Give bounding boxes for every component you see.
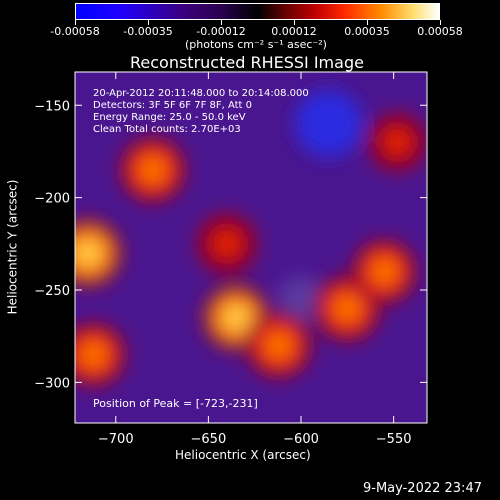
y-tick-label: −200 [34, 192, 70, 207]
cold-spot [278, 276, 324, 322]
hot-spot [81, 342, 106, 367]
chart-title: Reconstructed RHESSI Image [130, 53, 364, 72]
x-tick-label: −600 [283, 432, 319, 447]
colorbar-tick-mark [440, 20, 441, 25]
colorbar-tick-mark [221, 20, 222, 25]
colorbar-tick-mark [148, 20, 149, 25]
annotation-detectors: Detectors: 3F 5F 6F 7F 8F, Att 0 [93, 100, 253, 111]
colorbar-tick-label: -0.00012 [196, 25, 246, 38]
x-axis-label: Heliocentric X (arcsec) [175, 448, 311, 462]
hot-spot [386, 131, 409, 153]
plot-frame [74, 71, 428, 424]
cold-spot [295, 90, 363, 158]
hot-spot [372, 259, 397, 284]
hot-spot [140, 157, 165, 182]
annotation-total-counts: Clean Total counts: 2.70E+03 [93, 124, 241, 135]
colorbar-tick-label: -0.00035 [123, 25, 173, 38]
x-tick-label: −650 [191, 432, 227, 447]
timestamp: 9-May-2022 23:47 [363, 481, 482, 496]
hot-spot [223, 305, 249, 330]
colorbar-tick-label: 0.00035 [344, 25, 390, 38]
x-tick-label: −550 [376, 432, 412, 447]
hot-spot [335, 296, 360, 321]
colorbar-tick-label: -0.00058 [50, 25, 100, 38]
annotation-time-range: 20-Apr-2012 20:11:48.000 to 20:14:08.000 [93, 88, 309, 99]
colorbar-tick-label: 0.00012 [271, 25, 317, 38]
y-tick-label: −300 [34, 376, 70, 391]
peak-position-label: Position of Peak = [-723,-231] [93, 397, 258, 410]
hot-spot [215, 232, 238, 255]
hot-spot [266, 333, 291, 358]
hot-spot [75, 240, 101, 266]
colorbar-tick-label: 0.00058 [417, 25, 463, 38]
colorbar-tick-mark [367, 20, 368, 25]
y-axis-label: Heliocentric Y (arcsec) [5, 179, 20, 315]
y-tick-label: −250 [34, 284, 70, 299]
annotation-energy-range: Energy Range: 25.0 - 50.0 keV [93, 112, 246, 123]
colorbar-tick-mark [294, 20, 295, 25]
colorbar-unit-label: (photons cm⁻² s⁻¹ asec⁻²) [185, 38, 327, 51]
colorbar-tick-mark [75, 20, 76, 25]
colorbar-gradient [75, 3, 440, 20]
x-tick-label: −700 [98, 432, 134, 447]
y-tick-label: −150 [34, 99, 70, 114]
